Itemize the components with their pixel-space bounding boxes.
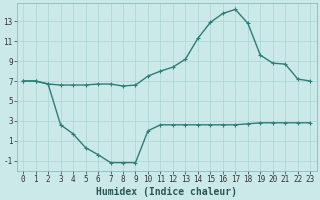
X-axis label: Humidex (Indice chaleur): Humidex (Indice chaleur) [96, 186, 237, 197]
